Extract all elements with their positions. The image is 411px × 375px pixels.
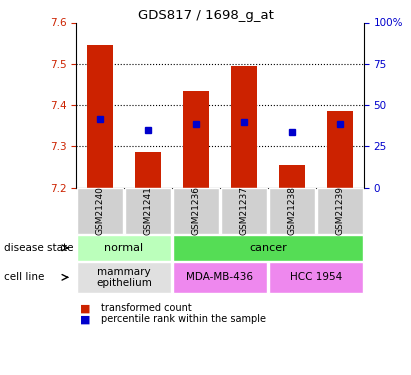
Text: disease state: disease state bbox=[4, 243, 74, 253]
Text: HCC 1954: HCC 1954 bbox=[290, 272, 342, 282]
Bar bbox=[327, 111, 353, 188]
Text: GSM21238: GSM21238 bbox=[287, 186, 296, 236]
Text: percentile rank within the sample: percentile rank within the sample bbox=[101, 315, 266, 324]
Text: transformed count: transformed count bbox=[101, 303, 192, 313]
Text: MDA-MB-436: MDA-MB-436 bbox=[186, 272, 254, 282]
Bar bbox=[279, 165, 305, 188]
Bar bbox=[183, 91, 209, 188]
Text: GSM21240: GSM21240 bbox=[95, 186, 104, 236]
Text: normal: normal bbox=[104, 243, 143, 253]
Text: GSM21239: GSM21239 bbox=[335, 186, 344, 236]
Text: cell line: cell line bbox=[4, 272, 44, 282]
Bar bbox=[231, 66, 257, 188]
Bar bbox=[135, 152, 161, 188]
Text: GSM21237: GSM21237 bbox=[239, 186, 248, 236]
Text: cancer: cancer bbox=[249, 243, 287, 253]
Text: ■: ■ bbox=[80, 315, 91, 324]
Text: GSM21241: GSM21241 bbox=[143, 186, 152, 236]
Text: mammary
epithelium: mammary epithelium bbox=[96, 267, 152, 288]
Text: ■: ■ bbox=[80, 303, 91, 313]
Text: GSM21236: GSM21236 bbox=[192, 186, 201, 236]
Text: GDS817 / 1698_g_at: GDS817 / 1698_g_at bbox=[138, 9, 273, 22]
Bar bbox=[87, 45, 113, 188]
